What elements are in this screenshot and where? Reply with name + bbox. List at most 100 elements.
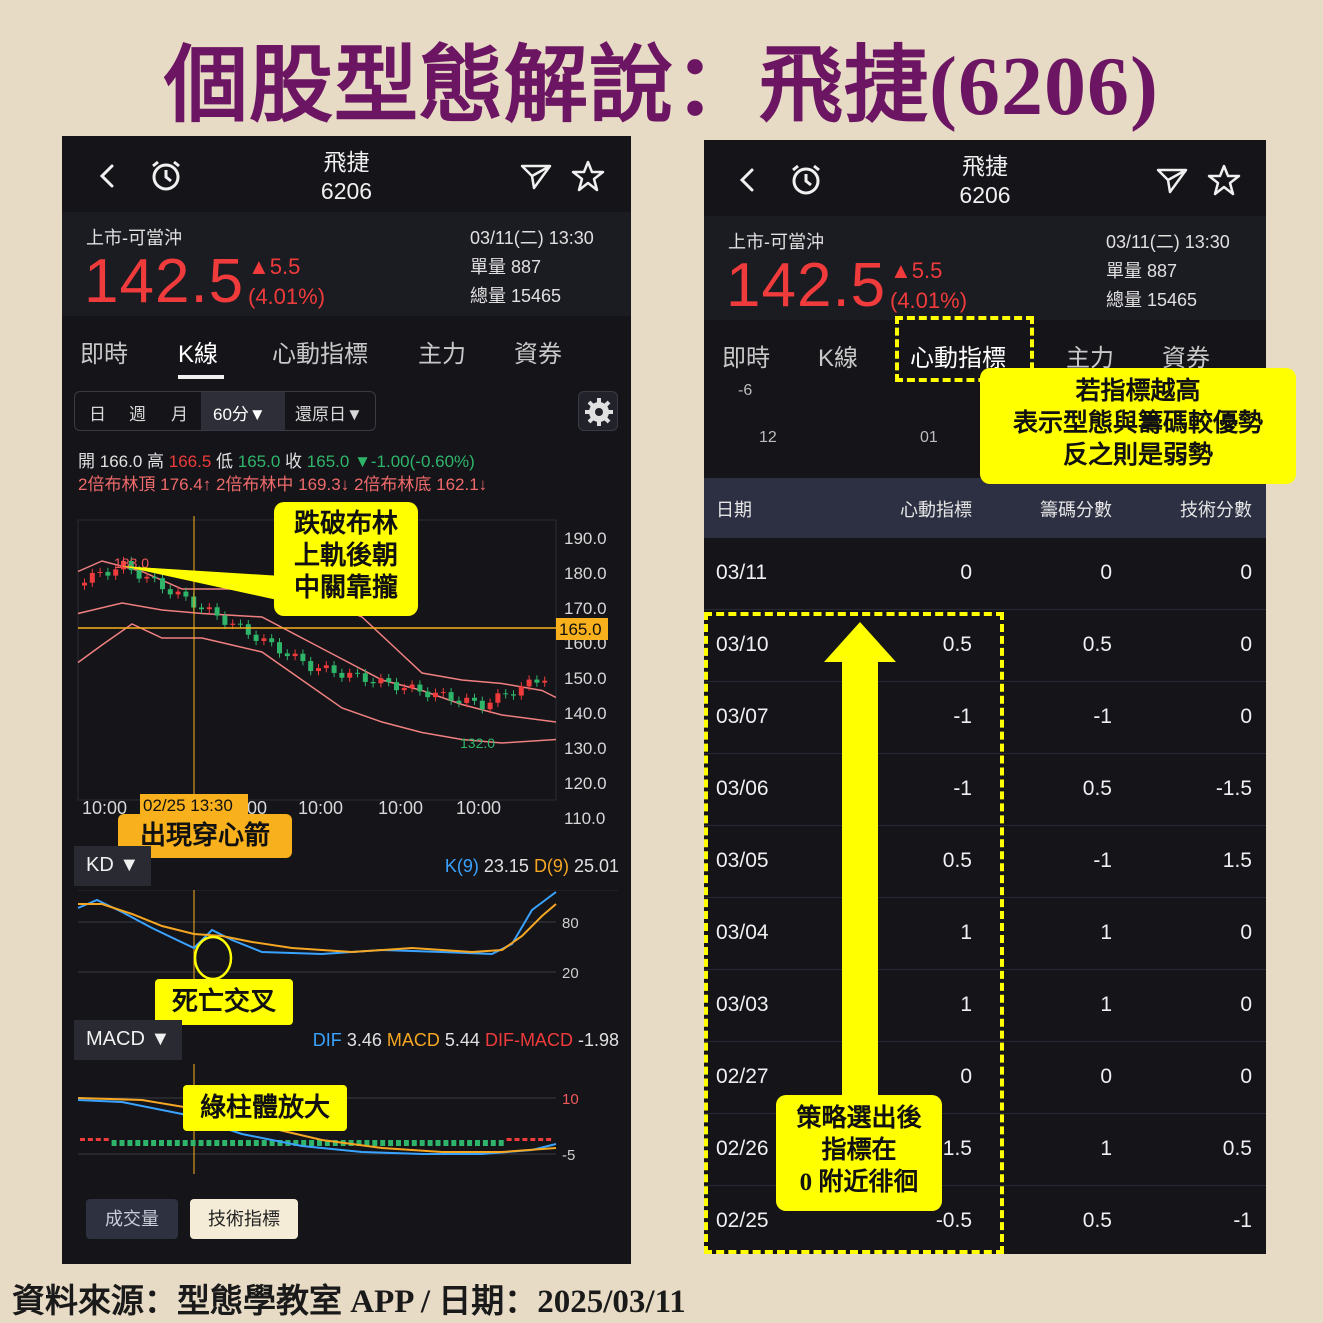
share-icon[interactable] (1154, 162, 1190, 198)
callout-line: 上軌後朝 (293, 541, 398, 570)
cell-date: 03/06 (716, 777, 769, 800)
high-marker: 183.0 (114, 555, 149, 571)
mini-chart-x-tick: 12 (759, 429, 777, 446)
app-header: 飛捷 6206 (62, 136, 631, 212)
kd-chart[interactable]: 80 20 (62, 890, 631, 1010)
back-icon[interactable] (90, 158, 126, 194)
table-row[interactable]: 03/04 1 1 0 (704, 898, 1266, 970)
table-row[interactable]: 03/11 0 0 0 (704, 538, 1266, 610)
macd-selector[interactable]: MACD ▼ (74, 1020, 183, 1060)
ohlc-row: 開 166.0 高 166.5 低 165.0 收 165.0 ▼-1.00(-… (78, 447, 475, 472)
cell-tech: 0 (1240, 921, 1252, 944)
tab-kline[interactable]: K線 (178, 341, 219, 368)
bollinger-row: 2倍布林頂 176.4↑ 2倍布林中 169.3↓ 2倍布林底 162.1↓ (78, 470, 487, 495)
cell-chip: 0 (1100, 561, 1112, 584)
cell-date: 03/07 (716, 705, 769, 728)
heart-indicator-screen: 飛捷 6206 上市-可當沖 142.5 ▲5.5 (4.01%) 03/11(… (704, 140, 1266, 1254)
cell-heart: -1 (953, 705, 972, 728)
tab-margin[interactable]: 資券 (1162, 345, 1210, 372)
table-row[interactable]: 03/05 0.5 -1 1.5 (704, 826, 1266, 898)
tab-main-force[interactable]: 主力 (1066, 345, 1114, 372)
tab-margin[interactable]: 資券 (514, 341, 562, 368)
app-header: 飛捷 6206 (704, 140, 1266, 216)
cell-tech: 0 (1240, 1065, 1252, 1088)
unit-volume: 單量 887 (1106, 261, 1178, 281)
macd-chart[interactable]: 10 -5 (62, 1064, 631, 1174)
table-row[interactable]: 02/25 -0.5 0.5 -1 (704, 1186, 1266, 1254)
quote-datetime: 03/11(二) 13:30 (470, 228, 594, 248)
share-icon[interactable] (518, 158, 554, 194)
green-bars-callout: 綠柱體放大 (183, 1085, 347, 1131)
technical-indicator-button[interactable]: 技術指標 (190, 1199, 298, 1239)
star-icon[interactable] (1206, 162, 1242, 198)
star-icon[interactable] (570, 158, 606, 194)
price-tick: 130.0 (564, 739, 607, 758)
period-week[interactable]: 週 (129, 405, 146, 424)
stock-title: 飛捷 6206 (704, 152, 1266, 210)
tab-main-force[interactable]: 主力 (418, 341, 466, 368)
settings-button[interactable] (578, 391, 618, 431)
recent-rows-highlight (704, 612, 1004, 1254)
indicator-callout: 若指標越高 表示型態與籌碼較優勢 反之則是弱勢 (980, 368, 1296, 484)
cell-date: 02/25 (716, 1209, 769, 1232)
table-row[interactable]: 03/10 0.5 0.5 0 (704, 610, 1266, 682)
callout-line: 跌破布林 (293, 509, 398, 538)
cell-date: 02/27 (716, 1065, 769, 1088)
price-tick: 190.0 (564, 529, 607, 548)
cross-marker (193, 935, 233, 981)
time-tick: 10:00 (456, 798, 501, 818)
tab-kline[interactable]: K線 (818, 345, 859, 372)
tab-realtime[interactable]: 即時 (722, 345, 770, 372)
kline-chart[interactable]: 183.0 132.0 190.0 180.0 170.0 160.0 150.… (62, 516, 631, 836)
table-row[interactable]: 03/07 -1 -1 0 (704, 682, 1266, 754)
change-percent: (4.01%) (248, 284, 326, 309)
time-tick: 10:00 (378, 798, 423, 818)
table-row[interactable]: 03/06 -1 0.5 -1.5 (704, 754, 1266, 826)
bollinger-callout: 跌破布林 上軌後朝 中關靠攏 (274, 502, 418, 616)
price-tick: 120.0 (564, 774, 607, 793)
period-60min[interactable]: 60分▼ (213, 405, 266, 424)
cell-tech: 0 (1240, 993, 1252, 1016)
stock-code: 6206 (959, 182, 1011, 208)
unit-volume: 單量 887 (470, 257, 542, 277)
kd-selector[interactable]: KD ▼ (74, 846, 152, 886)
period-month[interactable]: 月 (171, 405, 188, 424)
high-value: 166.5 (168, 452, 212, 471)
cell-tech: 0.5 (1222, 1137, 1252, 1160)
low-marker: 132.0 (460, 735, 495, 751)
current-price-tag-text: 165.0 (559, 620, 602, 639)
callout-line: 策略選出後 (796, 1105, 922, 1132)
active-tab-highlight (895, 316, 1034, 382)
table-row[interactable]: 03/03 1 1 0 (704, 970, 1266, 1042)
price-change: ▲5.5 (4.01%) (248, 252, 325, 312)
tab-realtime[interactable]: 即時 (80, 341, 128, 368)
cell-date: 03/11 (716, 561, 767, 584)
macd-values: DIF 3.46 MACD 5.44 DIF-MACD -1.98 (313, 1030, 619, 1051)
adjust-mode[interactable]: 還原日▼ (295, 405, 363, 424)
volume-button[interactable]: 成交量 (86, 1199, 178, 1239)
market-label: 上市-可當沖 (728, 232, 824, 252)
cell-chip: -1 (1093, 705, 1112, 728)
cell-tech: 1.5 (1222, 849, 1252, 872)
cell-chip: 0.5 (1082, 1209, 1112, 1232)
time-tick: 10:00 (298, 798, 343, 818)
cell-tech: 0 (1240, 561, 1252, 584)
period-day[interactable]: 日 (89, 405, 106, 424)
tab-heart-indicator[interactable]: 心動指標 (272, 341, 368, 368)
bollinger-middle: 2倍布林中 169.3↓ (215, 475, 350, 494)
back-icon[interactable] (730, 162, 766, 198)
callout-line: 若指標越高 (1075, 378, 1201, 405)
stock-title: 飛捷 6206 (62, 148, 631, 206)
macd-tick: -5 (562, 1147, 575, 1164)
k-value: 23.15 (483, 856, 529, 876)
cell-date: 03/05 (716, 849, 769, 872)
cell-date: 03/10 (716, 633, 769, 656)
callout-pointer (122, 566, 282, 601)
up-arrow (824, 622, 896, 1102)
cell-chip: 1 (1100, 993, 1112, 1016)
alarm-clock-icon[interactable] (788, 162, 824, 198)
low-label: 低 (216, 452, 234, 471)
last-price: 142.5 (726, 251, 887, 320)
alarm-clock-icon[interactable] (148, 158, 184, 194)
tab-heart-indicator[interactable]: 心動指標 (910, 345, 1006, 372)
